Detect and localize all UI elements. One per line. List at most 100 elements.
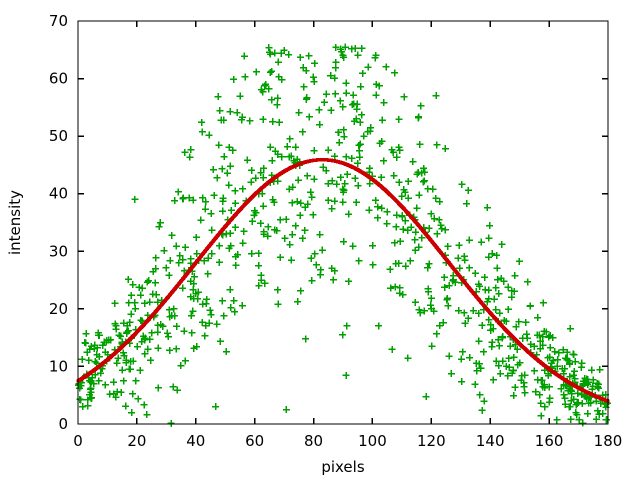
data-point [283, 143, 291, 151]
data-point [401, 217, 409, 225]
data-point [352, 198, 360, 206]
data-point [433, 330, 441, 338]
data-point [187, 293, 195, 301]
data-point [393, 153, 401, 161]
data-point [509, 367, 517, 375]
data-point [372, 91, 380, 99]
data-point [146, 298, 154, 306]
data-point [457, 355, 465, 363]
data-point [387, 284, 395, 292]
data-point [163, 329, 171, 337]
data-point [584, 380, 592, 388]
data-point [546, 332, 554, 340]
data-point [505, 363, 513, 371]
data-point [439, 319, 447, 327]
data-point [494, 336, 502, 344]
data-point [463, 200, 471, 208]
data-point [305, 52, 313, 60]
data-point [307, 254, 315, 262]
data-point [269, 118, 277, 126]
data-point [303, 172, 311, 180]
data-point [216, 107, 224, 115]
data-point [123, 328, 131, 336]
data-point [473, 367, 481, 375]
data-point [388, 345, 396, 353]
data-point [398, 213, 406, 221]
data-point [166, 257, 174, 265]
data-point [364, 128, 372, 136]
data-point [492, 284, 500, 292]
data-point [225, 143, 233, 151]
data-point [132, 377, 140, 385]
data-point [172, 345, 180, 353]
data-point [430, 215, 438, 223]
data-point [354, 51, 362, 59]
data-point [97, 369, 105, 377]
data-point [274, 58, 282, 66]
data-point [351, 174, 359, 182]
data-point [198, 128, 206, 136]
data-point [486, 222, 494, 230]
data-point [445, 282, 453, 290]
data-point [297, 199, 305, 207]
data-point [425, 260, 433, 268]
data-point [396, 289, 404, 297]
data-point [459, 348, 467, 356]
data-point [584, 410, 592, 418]
data-point [140, 401, 148, 409]
data-point [255, 249, 263, 257]
data-point [425, 224, 433, 232]
data-point [154, 328, 162, 336]
data-point [328, 205, 336, 213]
data-point [374, 203, 382, 211]
data-point [285, 185, 293, 193]
data-point [475, 360, 483, 368]
data-point [225, 244, 233, 252]
data-point [198, 318, 206, 326]
data-point [188, 329, 196, 337]
data-point [115, 331, 123, 339]
data-point [266, 143, 274, 151]
data-point [186, 153, 194, 161]
data-point [143, 411, 151, 419]
data-point [91, 341, 99, 349]
data-point [154, 384, 162, 392]
data-point [432, 92, 440, 100]
data-point [198, 118, 206, 126]
data-point [390, 172, 398, 180]
data-point [418, 234, 426, 242]
data-point [539, 333, 547, 341]
data-point [412, 228, 420, 236]
x-axis-title: pixels [321, 458, 365, 476]
data-point [337, 173, 345, 181]
x-tick-label: 120 [417, 432, 446, 450]
data-point [270, 198, 278, 206]
data-point [372, 51, 380, 59]
y-tick-label: 70 [49, 12, 68, 30]
data-point [257, 219, 265, 227]
data-point [358, 111, 366, 119]
x-tick-label: 80 [304, 432, 323, 450]
data-point [356, 140, 364, 148]
data-point [560, 370, 568, 378]
data-point [276, 253, 284, 261]
data-point [122, 359, 130, 367]
data-point [572, 409, 580, 417]
data-point [328, 177, 336, 185]
data-point [441, 145, 449, 153]
data-point [494, 276, 502, 284]
data-point [331, 90, 339, 98]
data-point [257, 276, 265, 284]
data-point [286, 135, 294, 143]
data-point [420, 164, 428, 172]
data-point [309, 73, 317, 81]
data-point [535, 331, 543, 339]
data-point [333, 180, 341, 188]
data-point [383, 220, 391, 228]
data-point [540, 327, 548, 335]
data-point [189, 196, 197, 204]
data-point [227, 304, 235, 312]
data-point [199, 300, 207, 308]
data-point [143, 278, 151, 286]
